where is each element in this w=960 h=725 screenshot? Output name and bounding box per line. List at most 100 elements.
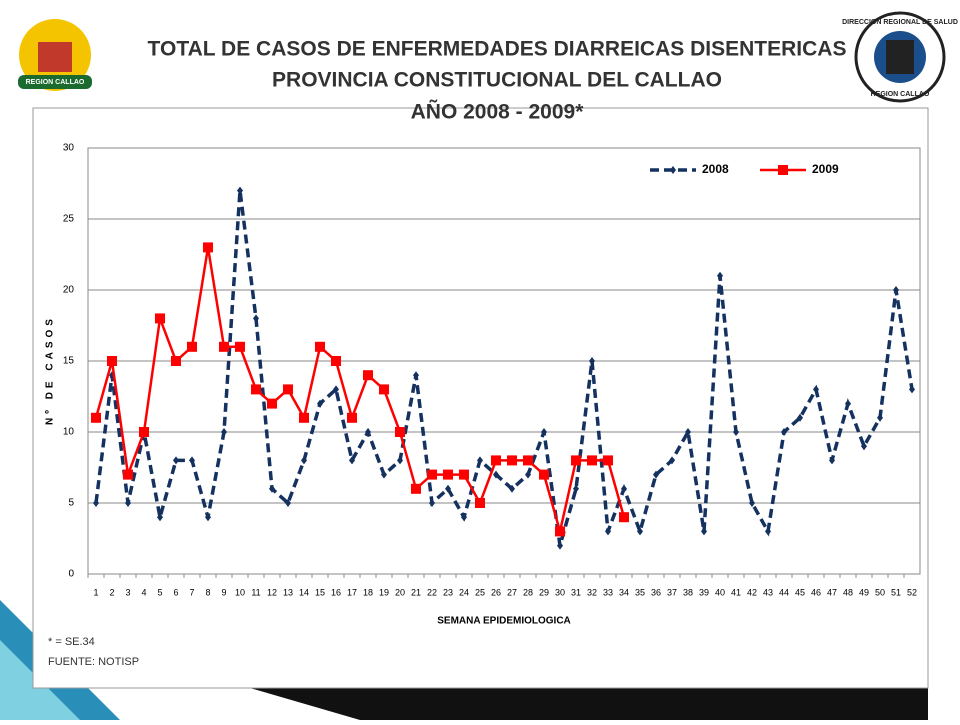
point xyxy=(379,384,389,395)
x-tick-label: 7 xyxy=(189,587,194,597)
point xyxy=(395,427,405,437)
x-tick-label: 48 xyxy=(843,587,853,597)
point xyxy=(603,455,613,466)
point xyxy=(93,499,99,507)
x-tick-label: 14 xyxy=(299,587,309,597)
x-tick-label: 10 xyxy=(235,587,245,597)
point xyxy=(587,455,597,466)
point xyxy=(829,456,835,465)
x-tick-label: 8 xyxy=(205,587,210,597)
logo-left: REGION CALLAO xyxy=(18,19,92,91)
x-tick-label: 29 xyxy=(539,587,549,597)
x-tick-label: 42 xyxy=(747,587,757,597)
x-tick-label: 39 xyxy=(699,587,709,597)
point xyxy=(557,541,563,550)
point xyxy=(157,513,163,522)
y-tick-label: 10 xyxy=(63,427,75,438)
x-tick-label: 49 xyxy=(859,587,869,597)
point xyxy=(717,271,723,280)
x-tick-label: 47 xyxy=(827,587,837,597)
point xyxy=(571,455,581,466)
point xyxy=(507,455,517,466)
point xyxy=(299,412,309,423)
x-tick-label: 46 xyxy=(811,587,821,597)
point xyxy=(445,484,451,493)
x-tick-label: 5 xyxy=(157,587,162,597)
point xyxy=(205,513,211,522)
chart-frame xyxy=(32,107,929,689)
point xyxy=(573,484,579,493)
x-tick-label: 34 xyxy=(619,587,629,597)
point xyxy=(797,413,803,422)
point xyxy=(397,456,403,465)
point xyxy=(909,385,915,394)
point xyxy=(605,527,611,536)
y-tick-label: 15 xyxy=(63,356,75,367)
point xyxy=(509,484,515,493)
point xyxy=(333,385,339,394)
x-tick-label: 6 xyxy=(173,587,178,597)
point xyxy=(349,456,355,465)
logo-right: DIRECCION REGIONAL DE SALUD REGION CALLA… xyxy=(842,11,958,103)
x-tick-label: 26 xyxy=(491,587,501,597)
point xyxy=(749,499,755,507)
x-tick-label: 31 xyxy=(571,587,581,597)
series-line xyxy=(94,247,626,532)
point xyxy=(427,469,437,480)
x-tick-label: 1 xyxy=(93,587,98,597)
point xyxy=(589,357,595,365)
point xyxy=(301,456,307,465)
x-tick-label: 30 xyxy=(555,587,565,597)
x-tick-label: 12 xyxy=(267,587,277,597)
point xyxy=(475,498,485,508)
point xyxy=(461,513,467,522)
point xyxy=(139,427,149,437)
point xyxy=(123,469,133,480)
point xyxy=(619,512,629,523)
x-tick-label: 40 xyxy=(715,587,725,597)
series-line xyxy=(94,190,914,547)
x-axis-label: SEMANA EPIDEMIOLOGICA xyxy=(437,616,571,627)
y-tick-label: 20 xyxy=(63,285,75,296)
point xyxy=(107,356,117,366)
point xyxy=(861,442,867,451)
point xyxy=(685,428,691,436)
x-tick-label: 32 xyxy=(587,587,597,597)
point xyxy=(315,341,325,352)
x-tick-label: 13 xyxy=(283,587,293,597)
point xyxy=(477,456,483,465)
x-tick-label: 19 xyxy=(379,587,389,597)
x-tick-label: 52 xyxy=(907,587,917,597)
point xyxy=(733,428,739,436)
point xyxy=(221,428,227,436)
x-tick-label: 3 xyxy=(125,587,130,597)
point xyxy=(621,484,627,493)
x-tick-label: 24 xyxy=(459,587,469,597)
y-tick-label: 0 xyxy=(68,569,74,580)
x-tick-label: 36 xyxy=(651,587,661,597)
point xyxy=(251,384,261,395)
point xyxy=(171,356,181,366)
point xyxy=(523,455,533,466)
x-tick-label: 33 xyxy=(603,587,613,597)
point xyxy=(539,469,549,480)
point xyxy=(285,499,291,507)
chart-title: PROVINCIA CONSTITUCIONAL DEL CALLAO xyxy=(272,69,722,92)
logo-tower xyxy=(886,40,914,74)
point xyxy=(491,455,501,466)
x-tick-label: 2 xyxy=(109,587,114,597)
point xyxy=(317,399,323,408)
logo-castle xyxy=(38,42,72,72)
x-tick-label: 25 xyxy=(475,587,485,597)
point xyxy=(365,428,371,436)
point xyxy=(765,527,771,536)
point xyxy=(331,356,341,366)
point xyxy=(459,469,469,480)
chart-title: TOTAL DE CASOS DE ENFERMEDADES DIARREICA… xyxy=(148,38,847,61)
legend-marker xyxy=(778,165,788,175)
note: FUENTE: NOTISP xyxy=(48,656,139,668)
logo-text: REGION CALLAO xyxy=(871,91,930,98)
point xyxy=(701,527,707,536)
logo-ribbon xyxy=(18,75,92,89)
point xyxy=(187,341,197,352)
